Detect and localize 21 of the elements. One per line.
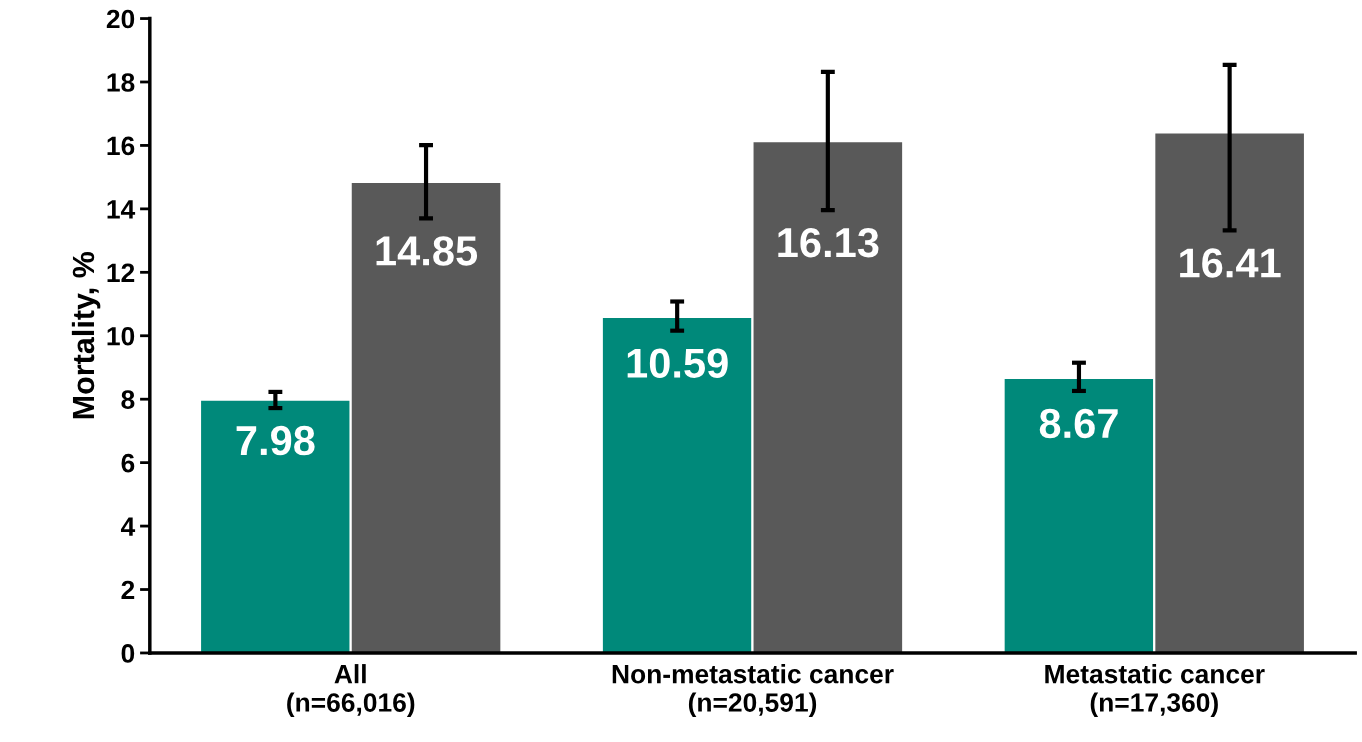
- data-label: 8.67: [1039, 408, 1118, 439]
- y-tick-label: 18: [107, 73, 135, 92]
- y-tick-label: 14: [107, 200, 136, 219]
- y-axis-title: Mortality, %: [71, 251, 101, 419]
- y-tick-label: 8: [121, 390, 135, 410]
- data-label: 16.41: [1180, 248, 1281, 278]
- data-label: 7.98: [236, 425, 315, 456]
- y-tick-label: 6: [121, 453, 135, 473]
- y-tick-label: 0: [121, 644, 135, 663]
- data-label: 14.85: [376, 236, 478, 266]
- y-tick-label: 20: [106, 9, 135, 29]
- y-tick-label: 10: [107, 326, 135, 346]
- data-label: 10.59: [627, 348, 728, 378]
- data-label: 16.13: [778, 227, 879, 258]
- y-tick-label: 2: [121, 580, 135, 600]
- y-tick-label: 16: [107, 136, 135, 156]
- y-tick-label: 12: [107, 263, 135, 282]
- x-tick-label: Non-metastatic cancer (n=20,591): [612, 664, 894, 718]
- x-tick-label: Metastatic cancer (n=17,360): [1045, 664, 1265, 718]
- y-tick-label: 4: [120, 517, 136, 536]
- x-tick-label: All (n=66,016): [287, 664, 415, 718]
